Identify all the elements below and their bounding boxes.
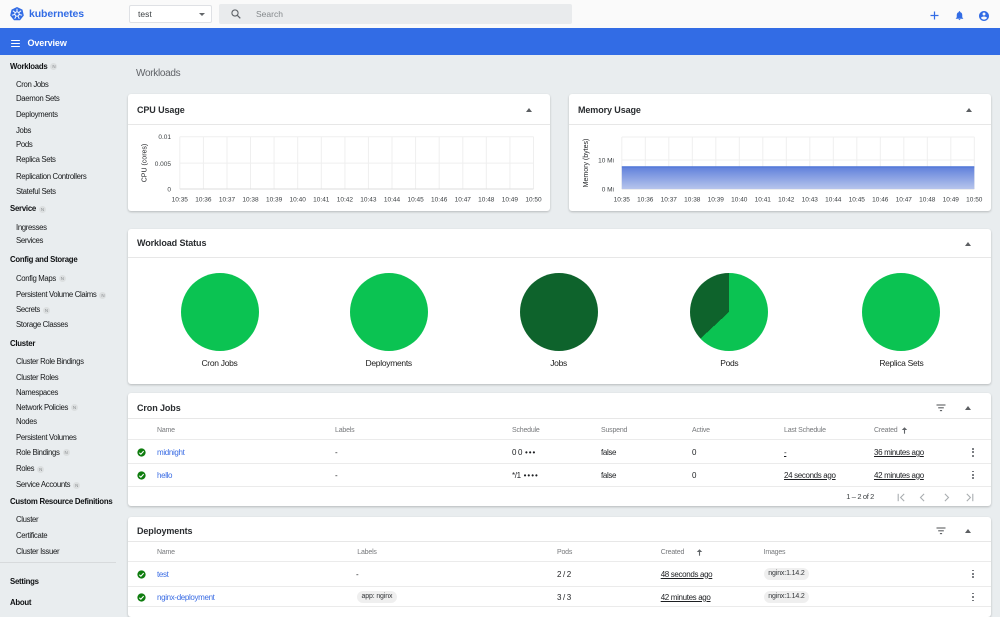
svg-text:10:41: 10:41 — [313, 196, 330, 203]
svg-text:0.01: 0.01 — [158, 134, 171, 141]
svg-text:10:35: 10:35 — [614, 196, 631, 203]
svg-text:10:42: 10:42 — [778, 196, 795, 203]
svg-text:10:41: 10:41 — [755, 196, 772, 203]
svg-text:10:43: 10:43 — [360, 196, 377, 203]
svg-text:10:50: 10:50 — [525, 196, 542, 203]
svg-text:10:45: 10:45 — [849, 196, 866, 203]
svg-text:10:39: 10:39 — [266, 196, 283, 203]
svg-text:10:42: 10:42 — [337, 196, 354, 203]
svg-text:10:47: 10:47 — [455, 196, 472, 203]
svg-text:10:44: 10:44 — [384, 196, 401, 203]
svg-text:0: 0 — [167, 186, 171, 193]
svg-text:0 Mi: 0 Mi — [602, 186, 614, 193]
svg-text:10:46: 10:46 — [431, 196, 448, 203]
svg-text:Memory (bytes): Memory (bytes) — [583, 139, 590, 188]
svg-text:10:38: 10:38 — [684, 196, 701, 203]
svg-text:10:48: 10:48 — [478, 196, 495, 203]
svg-text:10:46: 10:46 — [872, 196, 889, 203]
svg-text:10:48: 10:48 — [919, 196, 936, 203]
svg-text:10:36: 10:36 — [637, 196, 654, 203]
svg-text:10:40: 10:40 — [731, 196, 748, 203]
svg-text:10:49: 10:49 — [502, 196, 519, 203]
svg-text:10:43: 10:43 — [802, 196, 819, 203]
svg-text:10:47: 10:47 — [896, 196, 913, 203]
svg-text:10:36: 10:36 — [195, 196, 212, 203]
svg-text:10:38: 10:38 — [242, 196, 259, 203]
svg-text:10:49: 10:49 — [943, 196, 960, 203]
svg-text:10:44: 10:44 — [825, 196, 842, 203]
svg-text:10:39: 10:39 — [708, 196, 725, 203]
svg-text:10:37: 10:37 — [661, 196, 678, 203]
svg-text:10 Mi: 10 Mi — [598, 158, 614, 165]
svg-text:10:50: 10:50 — [966, 196, 983, 203]
svg-text:10:45: 10:45 — [407, 196, 424, 203]
svg-text:10:40: 10:40 — [290, 196, 307, 203]
svg-text:0.005: 0.005 — [155, 161, 172, 168]
svg-text:10:37: 10:37 — [219, 196, 236, 203]
svg-text:10:35: 10:35 — [172, 196, 189, 203]
svg-text:CPU (cores): CPU (cores) — [142, 144, 149, 183]
